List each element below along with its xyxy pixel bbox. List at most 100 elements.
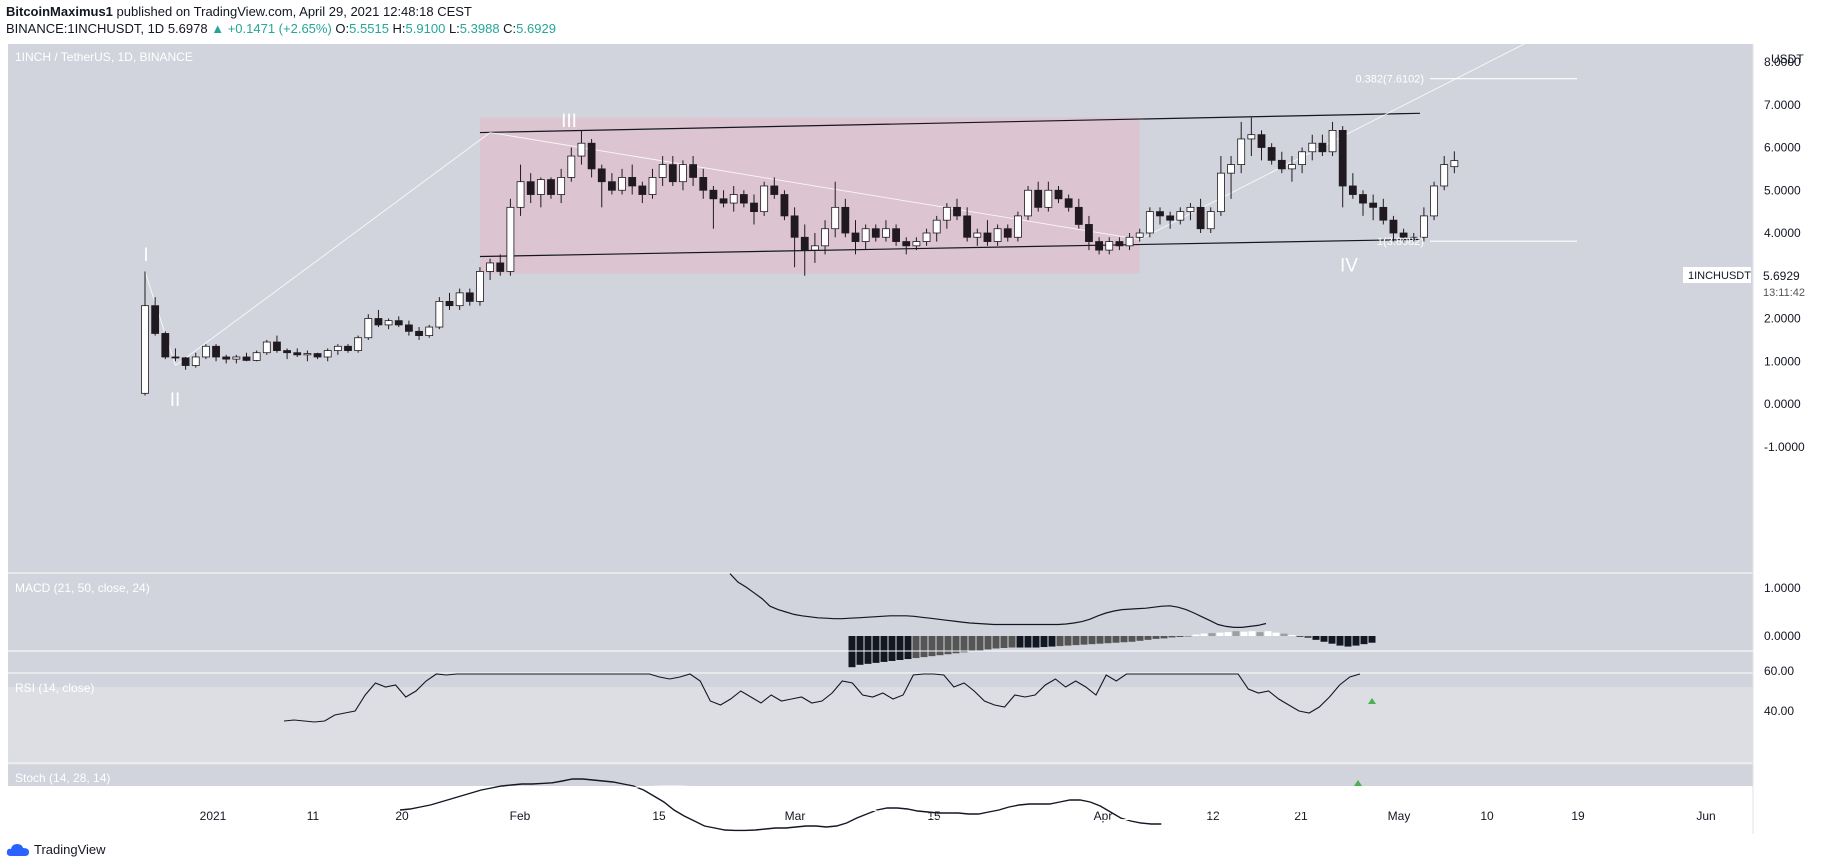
candle-body [323,350,332,358]
last-price: 5.6978 [167,21,208,36]
stoch-title: Stoch (14, 28, 14) [15,771,110,785]
candle-body [1277,159,1286,170]
macd-histogram-bar [1360,636,1368,645]
macd-histogram-bar [1224,632,1232,636]
candle-body [1044,189,1053,208]
candle-body [354,337,363,351]
macd-signal-arrow [1368,698,1376,704]
last-price-value: 5.6929 [1763,269,1800,283]
candle-body [638,185,647,195]
macd-histogram-bar [1112,636,1120,643]
macd-histogram-bar [1056,636,1064,647]
candle-body [679,164,687,183]
price-chart[interactable]: 0(9.9603)0.382(7.6102)1(3.8082) IIIIIIIV… [0,44,1828,834]
candle-body [425,326,434,336]
candle-body [1359,194,1367,204]
candle-body [374,318,383,326]
y-unit: USDT [1771,52,1804,66]
countdown: 13:11:42 [1763,287,1805,299]
candle-body [547,179,555,195]
candle-body [963,215,972,238]
candle-body [1298,151,1306,166]
candle-body [770,185,779,195]
candle-body [181,357,190,366]
candle-body [333,345,342,351]
macd-histogram-bar [1256,632,1264,636]
rsi-title: RSI (14, close) [15,681,94,695]
macd-histogram-bar [1120,636,1128,643]
candle-body [516,181,525,208]
candle-body [1450,160,1459,168]
time-tick-label: 21 [1294,809,1308,823]
candle-body [1115,241,1124,247]
candle-body [171,356,180,359]
time-tick-label: 19 [1571,809,1585,823]
macd-histogram-bar [880,636,888,662]
macd-histogram-bar [1064,636,1072,646]
rsi-tick-label: 40.00 [1764,704,1794,718]
candle-body [232,356,241,360]
candle-body [709,189,718,200]
macd-histogram-bar [1296,636,1304,637]
candle-body [1217,172,1225,213]
macd-histogram-bar [1136,636,1144,641]
candle-body [780,194,789,217]
macd-histogram-bar [1152,636,1160,639]
symbol-line: BINANCE:1INCHUSDT, 1D [6,21,165,36]
candle-body [1318,142,1327,153]
candle-body [800,236,809,251]
candle-body [993,228,1002,242]
footer-branding[interactable]: TradingView [6,842,106,857]
candle-body [1288,164,1296,170]
wave-path-line [490,132,1140,240]
candle-body [689,164,697,178]
rsi-tick-label: 60.00 [1764,664,1794,678]
price-axis[interactable] [1753,44,1828,786]
candle-body [283,350,292,354]
candle-body [222,356,231,360]
candle-body [1237,138,1246,165]
candle-body [729,194,738,204]
candle-body [1348,185,1357,195]
macd-histogram-bar [1096,636,1104,644]
macd-histogram-bar [856,636,864,665]
candle-body [750,202,758,213]
candle-body [1014,215,1022,238]
time-tick-label: 10 [1480,809,1494,823]
macd-histogram-bar [1368,636,1376,643]
macd-histogram-bar [896,636,904,660]
wave-label: III [561,111,577,132]
wave-path-line [1139,44,1526,240]
last-price-tag[interactable]: 1INCHUSDT 5.6929 13:11:42 [1683,267,1815,299]
time-ticks: 2021 11 20 Feb 15 Mar 15 Apr 12 21 May 10 19 Jun [200,809,1716,823]
symbol-info: BINANCE:1INCHUSDT, 1D 5.6978 ▲ +0.1471 (… [6,21,556,36]
stoch-series [399,778,1390,832]
candle-body [536,179,545,195]
wave-label: IV [1340,255,1358,276]
candle-body [953,206,961,217]
candle-body [821,228,829,247]
candle-body [1430,185,1438,217]
candle-body [882,228,890,238]
price-tick-label: 6.0000 [1764,141,1801,155]
macd-histogram-bar [1208,633,1216,636]
macd-histogram-bar [1040,636,1048,648]
candle-body [1156,211,1164,217]
macd-histogram-bar [1272,632,1280,636]
fib-levels[interactable]: 0(9.9603)0.382(7.6102)1(3.8082) [1356,44,1578,248]
stoch-k-line [399,778,1162,832]
candle-body [201,345,210,358]
candle-series [141,117,1459,396]
price-tick-label: 8.0000 [1764,55,1801,69]
candle-body [1186,206,1195,213]
author-name[interactable]: BitcoinMaximus1 [6,4,113,19]
candle-body [364,318,373,339]
macd-histogram-bar [1024,636,1032,648]
low-label: L: [448,21,460,36]
candle-body [384,320,393,326]
candle-body [1257,134,1266,148]
macd-histogram-bar [1016,636,1024,648]
candle-body [404,324,413,332]
wave-path-line [144,271,176,366]
time-tick-label: 15 [652,809,666,823]
